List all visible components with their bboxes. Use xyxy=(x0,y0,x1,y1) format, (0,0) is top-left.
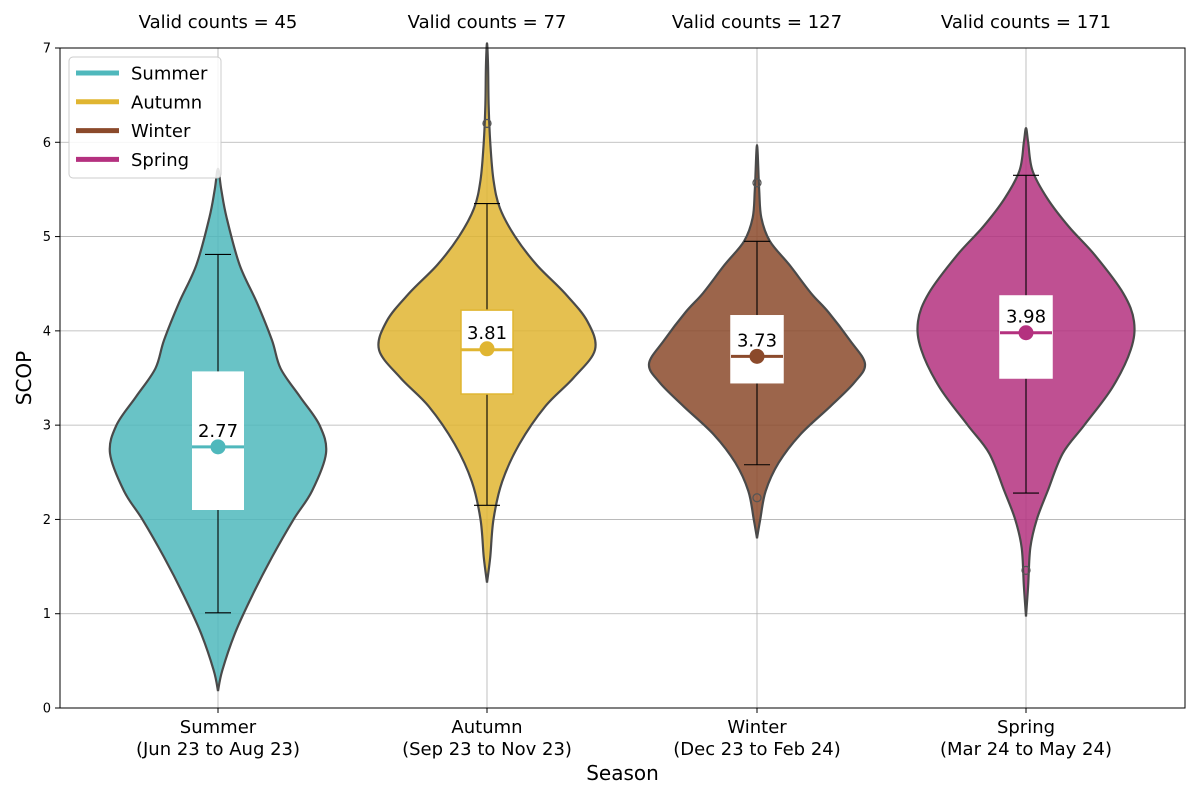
outlier-point xyxy=(752,178,762,188)
y-tick-label: 5 xyxy=(43,230,51,245)
mean-marker xyxy=(210,439,226,455)
mean-value-label: 3.73 xyxy=(737,330,777,351)
outlier-point xyxy=(752,493,762,503)
x-tick-sublabel: (Mar 24 to May 24) xyxy=(940,739,1112,760)
plot-frame xyxy=(59,47,1186,709)
x-tick-sublabel: (Sep 23 to Nov 23) xyxy=(402,739,572,760)
mean-marker xyxy=(479,341,495,357)
legend-label: Summer xyxy=(131,64,208,85)
mean-marker xyxy=(1018,325,1034,341)
y-axis-label: SCOP xyxy=(12,351,36,405)
x-tick-label: Autumn xyxy=(451,717,522,738)
legend-box xyxy=(68,56,222,179)
legend: Summer Autumn Winter Spring xyxy=(68,56,222,179)
y-tick-label: 6 xyxy=(43,136,51,151)
mean-value-label: 2.77 xyxy=(198,421,238,442)
y-tick-label: 0 xyxy=(43,702,51,717)
mean-value-label: 3.98 xyxy=(1006,307,1046,328)
y-tick-label: 7 xyxy=(43,42,51,57)
valid-count-labels: Valid counts = 45 Valid counts = 77 Valid … xyxy=(139,12,1111,33)
mean-value-label: 3.81 xyxy=(467,323,507,344)
outlier-point xyxy=(1021,565,1031,575)
valid-count-label: Valid counts = 45 xyxy=(139,12,298,33)
legend-label: Spring xyxy=(131,150,189,171)
mean-marker xyxy=(749,348,765,364)
valid-count-label: Valid counts = 171 xyxy=(941,12,1111,33)
x-tick-label: Winter xyxy=(727,717,787,738)
x-axis-label: Season xyxy=(586,761,659,785)
violins xyxy=(108,42,1136,692)
legend-label: Autumn xyxy=(131,92,202,113)
x-tick-sublabel: (Dec 23 to Feb 24) xyxy=(673,739,841,760)
valid-count-label: Valid counts = 77 xyxy=(408,12,567,33)
box-plots: 2.77 3.81 3.73 3.98 xyxy=(192,118,1053,614)
outlier-point xyxy=(482,118,492,129)
x-tick-label: Spring xyxy=(997,717,1055,738)
legend-label: Winter xyxy=(131,121,191,142)
y-tick-label: 2 xyxy=(43,513,51,528)
y-tick-label: 4 xyxy=(43,324,51,339)
y-tick-label: 1 xyxy=(43,607,51,622)
y-tick-label: 3 xyxy=(43,419,51,434)
valid-count-label: Valid counts = 127 xyxy=(672,12,842,33)
x-tick-sublabel: (Jun 23 to Aug 23) xyxy=(136,739,300,760)
x-tick-label: Summer xyxy=(180,717,257,738)
